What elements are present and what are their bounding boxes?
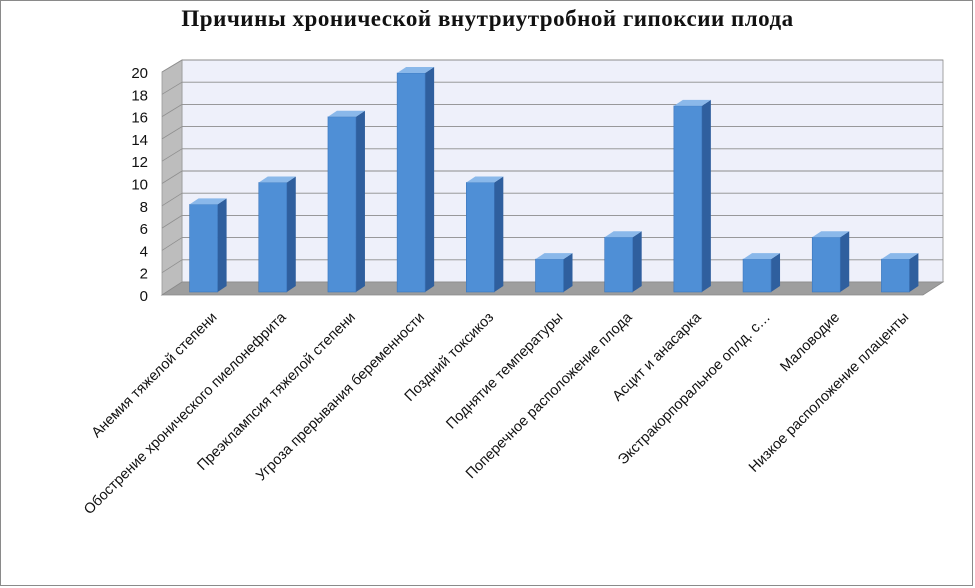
bar-front bbox=[327, 116, 357, 293]
bar-front bbox=[535, 258, 564, 293]
bar-front bbox=[189, 204, 218, 293]
bar bbox=[811, 231, 850, 293]
bar-front bbox=[673, 105, 703, 293]
y-tick-label: 16 bbox=[131, 110, 148, 127]
bar bbox=[466, 176, 504, 293]
bar-front bbox=[811, 236, 841, 293]
bar-side bbox=[563, 253, 573, 292]
bar-top bbox=[535, 253, 573, 260]
side-gridline bbox=[161, 259, 183, 274]
bars bbox=[189, 67, 919, 293]
bar-side bbox=[425, 67, 435, 292]
bar bbox=[258, 176, 296, 293]
bar-front bbox=[881, 258, 910, 293]
x-tick-label: Поднятие температуры bbox=[443, 310, 566, 433]
bar-side bbox=[217, 198, 227, 292]
side-gridline bbox=[161, 170, 183, 184]
bar-top bbox=[397, 67, 435, 73]
y-tick-label: 0 bbox=[140, 288, 148, 305]
bar-top bbox=[881, 253, 919, 260]
y-tick-label: 8 bbox=[140, 199, 148, 216]
y-tick-label: 4 bbox=[140, 243, 148, 260]
bar-side bbox=[840, 231, 850, 292]
bar-front bbox=[604, 236, 633, 293]
bar-top bbox=[673, 99, 711, 106]
side-gridline bbox=[161, 81, 183, 95]
bar-side bbox=[701, 99, 711, 292]
side-gridline bbox=[161, 148, 183, 162]
bar-side bbox=[632, 231, 642, 292]
bar bbox=[189, 198, 227, 293]
bar bbox=[327, 110, 365, 293]
bar-top bbox=[258, 176, 296, 183]
bar bbox=[881, 253, 919, 293]
bar-front bbox=[466, 182, 495, 293]
bar bbox=[535, 253, 573, 293]
side-gridline bbox=[161, 104, 183, 117]
y-tick-label: 12 bbox=[131, 154, 148, 171]
bar-top bbox=[604, 231, 642, 238]
side-gridline bbox=[161, 192, 183, 207]
y-tick-label: 20 bbox=[131, 65, 148, 82]
y-tick-label: 18 bbox=[131, 87, 148, 104]
bar-front bbox=[396, 72, 426, 293]
bar-side bbox=[355, 110, 365, 292]
chart-title: Причины хронической внутриутробной гипок… bbox=[181, 6, 794, 31]
y-tick-label: 10 bbox=[131, 177, 148, 194]
y-tick-label: 2 bbox=[140, 266, 148, 283]
bar-top bbox=[743, 253, 781, 260]
x-tick-label: Экстракорпоральное оплд. с… bbox=[615, 310, 774, 469]
y-axis-ticks: 0 2 4 6 8 10 12 14 16 18 20 bbox=[131, 65, 148, 305]
bar-front bbox=[258, 182, 288, 293]
bar-front bbox=[742, 258, 772, 293]
side-gridline bbox=[161, 215, 183, 229]
bar bbox=[673, 99, 711, 293]
side-gridline bbox=[161, 59, 183, 73]
x-tick-label: Анемия тяжелой степени bbox=[89, 310, 221, 442]
bar-top bbox=[812, 231, 850, 238]
bar-side bbox=[286, 176, 296, 292]
x-tick-label: Маловодие bbox=[777, 310, 843, 376]
bar-top bbox=[189, 198, 227, 205]
bar-side bbox=[909, 253, 919, 292]
bar-side bbox=[771, 253, 781, 292]
bar bbox=[742, 253, 781, 293]
bar bbox=[396, 67, 435, 293]
side-gridline bbox=[161, 237, 183, 251]
bar-side bbox=[494, 176, 504, 292]
bar-top bbox=[466, 176, 504, 183]
y-tick-label: 14 bbox=[131, 132, 148, 149]
bar bbox=[604, 231, 642, 293]
bar-top bbox=[327, 110, 365, 117]
side-gridline bbox=[161, 126, 183, 140]
y-tick-label: 6 bbox=[140, 221, 148, 238]
